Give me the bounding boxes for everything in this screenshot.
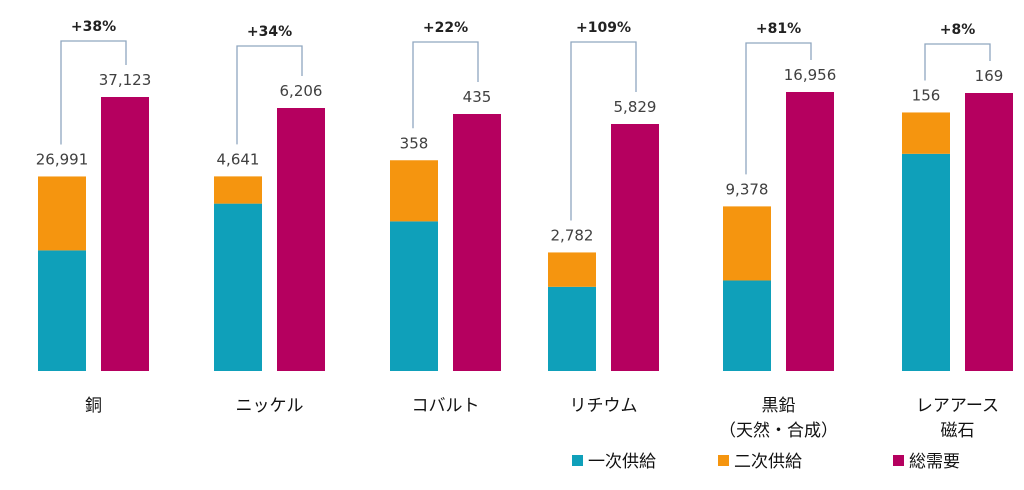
bar-primary-supply (38, 250, 86, 371)
demand-value-label: 37,123 (99, 71, 152, 89)
gap-percent-label: +8% (940, 22, 976, 38)
bar-secondary-supply (548, 252, 596, 287)
bar-secondary-supply (38, 176, 86, 251)
category-label: 銅 (85, 396, 102, 416)
legend-label: 二次供給 (734, 452, 802, 472)
demand-value-label: 16,956 (784, 66, 837, 84)
category-label: レアアース (916, 396, 999, 416)
bar-secondary-supply (390, 160, 438, 222)
bars-layer: 26,991 37,123 +38% 銅 4,641 6,206 +34% ニッケル 358 43… (36, 19, 1013, 441)
bar-total-demand (453, 114, 501, 371)
bar-primary-supply (214, 203, 262, 371)
bar-primary-supply (902, 153, 950, 371)
category-label: 黒鉛 (762, 396, 796, 416)
gap-bracket (412, 41, 479, 129)
supply-value-label: 358 (400, 134, 429, 152)
gap-percent-label: +109% (576, 20, 631, 36)
bar-primary-supply (390, 221, 438, 371)
gap-percent-label: +34% (247, 24, 292, 40)
supply-value-label: 2,782 (551, 226, 594, 244)
gap-percent-label: +81% (756, 21, 801, 37)
category-label: ニッケル (236, 396, 304, 416)
supply-value-label: 26,991 (36, 150, 89, 168)
legend-swatch (718, 455, 729, 466)
legend: 一次供給 二次供給 総需要 (572, 452, 960, 472)
bar-total-demand (965, 93, 1013, 371)
category-label: 磁石 (941, 421, 975, 441)
bar-total-demand (786, 92, 834, 371)
gap-bracket (570, 41, 637, 221)
bar-total-demand (277, 108, 325, 371)
legend-label: 総需要 (909, 452, 960, 472)
gap-bracket (60, 40, 127, 145)
demand-value-label: 169 (975, 67, 1004, 85)
legend-swatch (572, 455, 583, 466)
demand-value-label: 5,829 (614, 98, 657, 116)
demand-value-label: 6,206 (280, 82, 323, 100)
gap-percent-label: +38% (71, 19, 116, 35)
bar-primary-supply (723, 280, 771, 371)
bar-total-demand (101, 97, 149, 371)
gap-bracket (745, 42, 812, 175)
bar-total-demand (611, 124, 659, 371)
supply-value-label: 4,641 (217, 150, 260, 168)
supply-value-label: 9,378 (726, 180, 769, 198)
bar-primary-supply (548, 286, 596, 371)
bar-secondary-supply (723, 206, 771, 281)
category-label: コバルト (412, 396, 480, 416)
bar-secondary-supply (214, 176, 262, 204)
gap-bracket (236, 45, 303, 145)
category-label: リチウム (570, 396, 638, 416)
legend-swatch (893, 455, 904, 466)
demand-value-label: 435 (463, 88, 492, 106)
gap-bracket (924, 43, 991, 81)
gap-percent-label: +22% (423, 20, 468, 36)
supply-value-label: 156 (912, 86, 941, 104)
category-label: （天然・合成） (719, 421, 838, 441)
legend-label: 一次供給 (588, 452, 656, 472)
bar-secondary-supply (902, 112, 950, 154)
